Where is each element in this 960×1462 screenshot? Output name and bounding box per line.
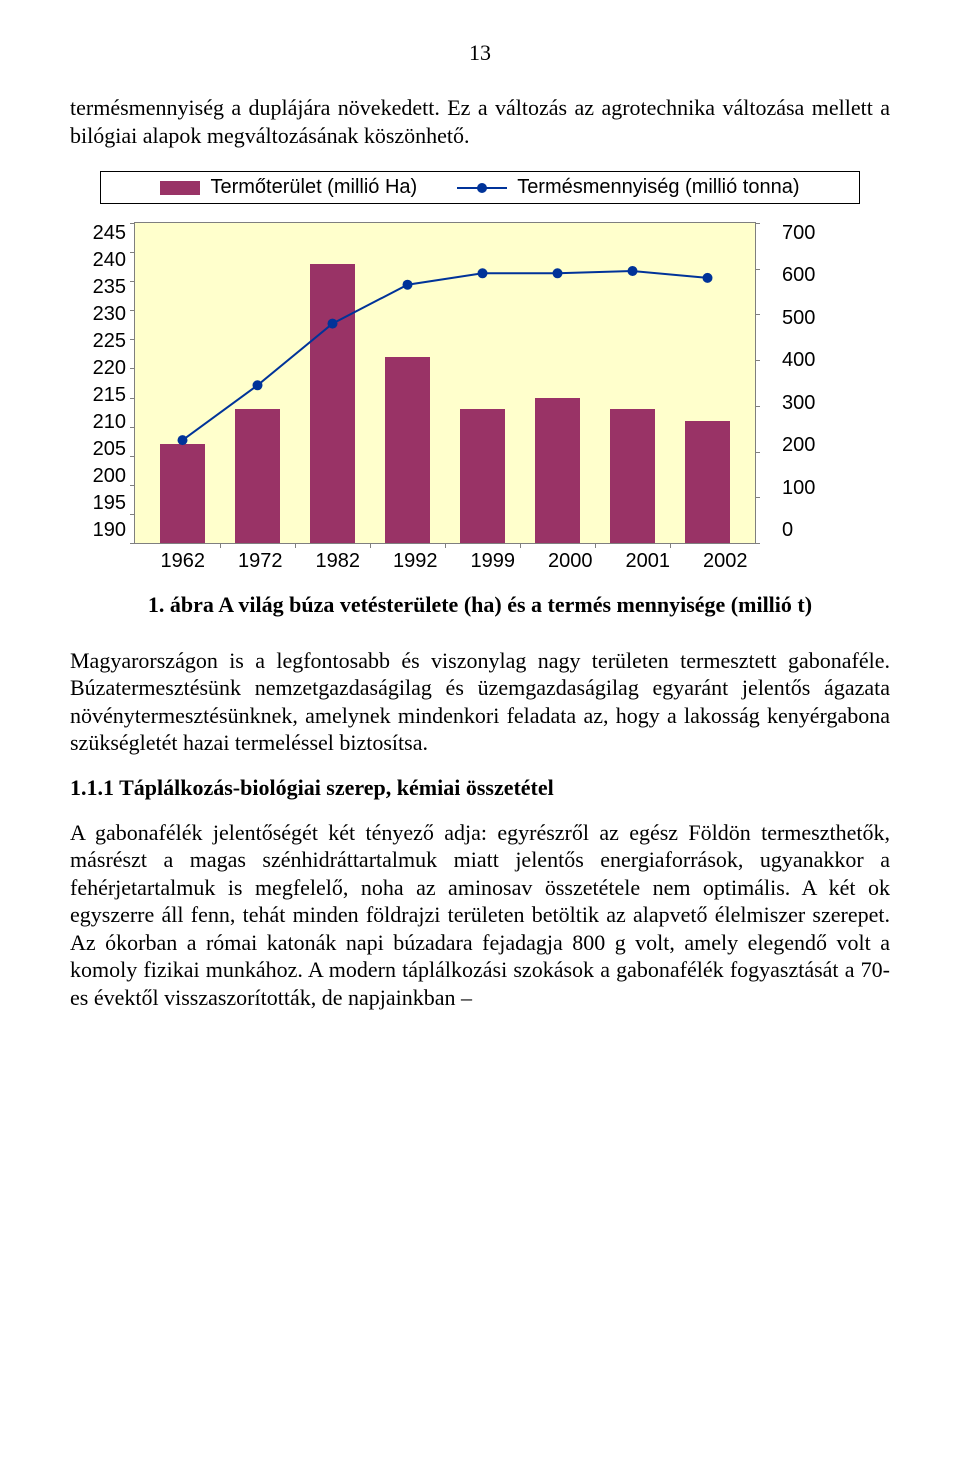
y-left-tick-label: 240 (93, 249, 126, 272)
line-series (135, 223, 755, 543)
y-right-tick-label: 300 (782, 392, 815, 415)
paragraph-2: Magyarországon is a legfontosabb és visz… (70, 647, 890, 757)
chart-legend: Termőterület (millió Ha) Termésmennyiség… (100, 171, 860, 204)
y-axis-left: 245 240 235 230 225 220 215 210 205 200 195 190 (70, 222, 134, 542)
legend-swatch-bar-icon (160, 181, 200, 195)
legend-label-line: Termésmennyiség (millió tonna) (517, 176, 799, 199)
x-axis-label: 1972 (222, 550, 300, 573)
y-left-tick-label: 230 (93, 303, 126, 326)
legend-label-bar: Termőterület (millió Ha) (210, 176, 417, 199)
y-left-tick-label: 190 (93, 519, 126, 542)
y-left-tick-label: 200 (93, 465, 126, 488)
y-left-tick-label: 195 (93, 492, 126, 515)
section-heading: 1.1.1 Táplálkozás-biológiai szerep, kémi… (70, 775, 890, 801)
x-axis-label: 2000 (532, 550, 610, 573)
x-axis-labels: 19621972198219921999200020012002 (134, 544, 774, 573)
y-right-tick-label: 100 (782, 477, 815, 500)
x-axis-label: 2001 (609, 550, 687, 573)
chart: Termőterület (millió Ha) Termésmennyiség… (70, 171, 890, 573)
x-axis-label: 1999 (454, 550, 532, 573)
y-left-tick-label: 235 (93, 276, 126, 299)
legend-item-line: Termésmennyiség (millió tonna) (457, 176, 799, 199)
y-left-tick-label: 210 (93, 411, 126, 434)
y-left-tick-label: 220 (93, 357, 126, 380)
legend-swatch-line-icon (457, 187, 507, 189)
y-right-tick-label: 0 (782, 519, 793, 542)
y-left-tick-label: 205 (93, 438, 126, 461)
x-axis-label: 1982 (299, 550, 377, 573)
x-axis-label: 1962 (144, 550, 222, 573)
y-right-tick-label: 600 (782, 264, 815, 287)
intro-paragraph: termésmennyiség a duplájára növekedett. … (70, 94, 890, 149)
chart-body: 245 240 235 230 225 220 215 210 205 200 195 190 196… (70, 222, 890, 573)
plot-area (134, 222, 756, 544)
x-axis-label: 1992 (377, 550, 455, 573)
legend-item-bar: Termőterület (millió Ha) (160, 176, 417, 199)
y-left-tick-label: 215 (93, 384, 126, 407)
y-right-tick-label: 500 (782, 307, 815, 330)
chart-caption: 1. ábra A világ búza vetésterülete (ha) … (70, 591, 890, 619)
y-right-tick-label: 400 (782, 349, 815, 372)
x-axis-label: 2002 (687, 550, 765, 573)
y-left-tick-label: 245 (93, 222, 126, 245)
y-left-tick-label: 225 (93, 330, 126, 353)
y-axis-right: 700 600 500 400 300 200 100 0 (774, 222, 838, 542)
page-number: 13 (70, 40, 890, 66)
paragraph-3: A gabonafélék jelentőségét két tényező a… (70, 819, 890, 1012)
y-right-tick-label: 200 (782, 434, 815, 457)
y-right-tick-label: 700 (782, 222, 815, 245)
